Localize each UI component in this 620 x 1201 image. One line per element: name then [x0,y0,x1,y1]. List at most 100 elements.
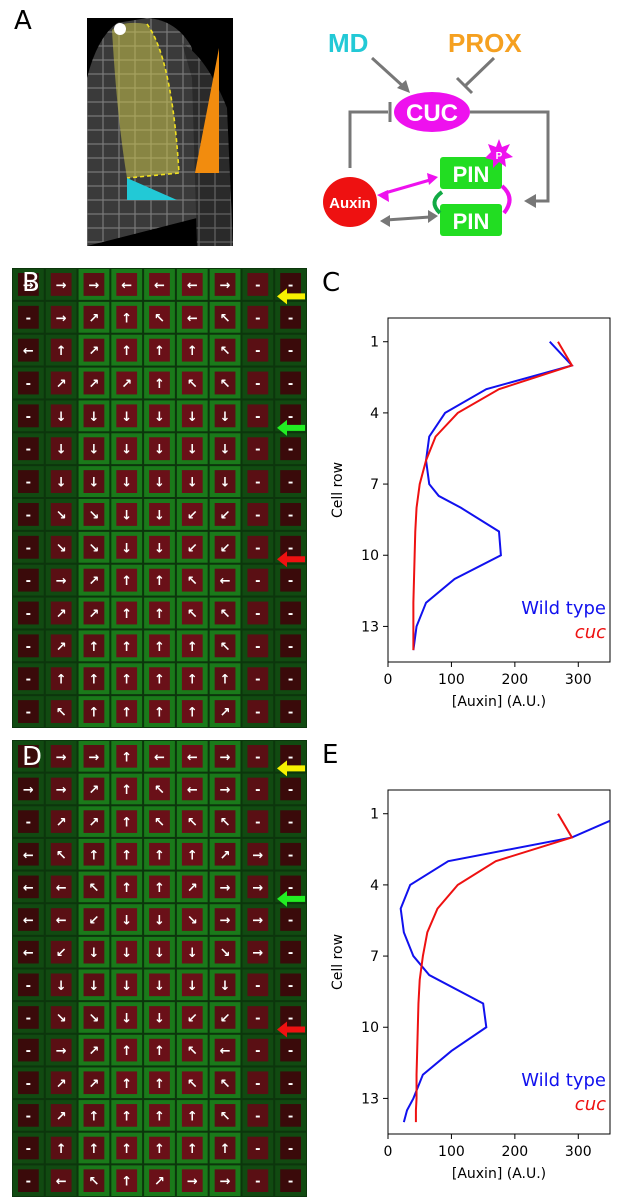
grid-b-flux-arrow: - [288,410,293,425]
grid-b-flux-arrow: ↖ [220,640,231,655]
grid-b-cell: - [242,564,274,596]
grid-b-flux-arrow: ↑ [154,706,165,721]
grid-b-cell: - [275,301,306,333]
grid-d-flux-arrow: ↖ [88,881,99,896]
green-indicator-arrow [277,890,305,907]
leaf-primordium-micrograph [87,18,233,246]
grid-d-flux-arrow: ← [154,750,165,765]
regulatory-network-diagram: MD PROX CUC Auxin PIN PIN P [300,20,600,249]
prox-gradient-triangle [195,48,219,173]
grid-d-cell: ↓ [45,969,77,1001]
grid-b-flux-arrow: ← [220,574,231,589]
grid-d-flux-arrow: ↑ [154,881,165,896]
grid-b-flux-arrow: → [88,278,99,293]
grid-b-flux-arrow: ↓ [121,410,132,425]
grid-d-cell: - [275,1100,306,1131]
grid-b-flux-arrow: ← [23,344,34,359]
grid-d-cell: - [242,1165,274,1196]
grid-d-cell: ↑ [78,838,110,870]
dashed-boundary [126,23,180,179]
grid-d-flux-arrow: ↘ [187,914,198,929]
grid-d-flux-arrow: → [220,914,231,929]
grid-d-cell: ← [13,904,44,935]
grid-d-flux-arrow: ↓ [56,979,67,994]
grid-d-flux-arrow: ↑ [121,1044,132,1059]
grid-d-cell: ↑ [144,871,175,903]
grid-b-flux-arrow: ↘ [56,541,67,556]
grid-d-flux-arrow: ↓ [121,1011,132,1026]
chart-c-xtick-label: 200 [501,672,528,688]
grid-d-cell: ↖ [209,1100,241,1131]
grid-d-cell: → [209,773,241,805]
grid-b-cell: - [275,367,306,399]
grid-d-flux-arrow: ↓ [88,946,99,961]
grid-d-flux-arrow: - [26,816,31,831]
grid-b-flux-arrow: ↓ [121,443,132,458]
grid-b-flux-arrow: - [255,574,260,589]
grid-b-cell: - [242,334,274,366]
grid-b-flux-arrow: ↗ [88,377,99,392]
grid-d-cell: ↓ [144,936,175,968]
pin-auxin-arrowhead-right [428,210,438,223]
grid-b-flux-arrow: - [288,607,293,622]
grid-d-cell: → [242,904,274,935]
grid-d-cell: → [78,741,110,772]
grid-b-flux-arrow: - [255,344,260,359]
grid-d-cell: ↖ [176,806,208,837]
grid-d-cell: ↖ [209,806,241,837]
grid-d-cell: ↖ [78,1165,110,1196]
grid-b-cell: ↘ [78,499,110,530]
grid-d-flux-arrow: ↓ [88,979,99,994]
chart-c-xtick-label: 100 [438,672,465,688]
grid-b-cell: → [209,269,241,300]
grid-b-cell: ↓ [176,466,208,497]
grid-d-flux-arrow: ↑ [121,1175,132,1190]
grid-b-flux-arrow: - [288,706,293,721]
grid-b-flux-arrow: ← [154,278,165,293]
grid-d-flux-arrow: - [26,979,31,994]
cuc-label: CUC [406,100,458,127]
grid-d-cell: ↖ [176,1034,208,1066]
chart-e-ytick-label: 1 [370,807,379,823]
grid-b-flux-arrow: ↖ [187,607,198,622]
grid-d-cell: → [45,773,77,805]
grid-b-flux-arrow: ↑ [154,574,165,589]
grid-d-flux-arrow: ↗ [154,1175,165,1190]
grid-d-flux-arrow: - [255,1044,260,1059]
grid-d-flux-arrow: - [255,1011,260,1026]
grid-d-cell: ↑ [176,1100,208,1131]
grid-b-flux-arrow: ↗ [88,574,99,589]
grid-d-cell: - [242,1100,274,1131]
grid-d-cell: - [13,969,44,1001]
grid-b-cell: - [275,696,306,727]
chart-e-xtick-label: 300 [565,1144,592,1160]
grid-b-cell: ↑ [176,696,208,727]
grid-d-flux-arrow: ← [23,881,34,896]
grid-d-flux-arrow: - [288,783,293,798]
grid-d-flux-arrow: ← [23,914,34,929]
grid-d-flux-arrow: ← [56,1175,67,1190]
grid-b-cell: ↙ [176,499,208,530]
grid-d-flux-arrow: - [288,1109,293,1124]
grid-d-flux-arrow: → [220,881,231,896]
grid-d-flux-arrow: ↙ [56,946,67,961]
grid-b-flux-arrow: ← [187,278,198,293]
grid-b-flux-arrow: - [255,278,260,293]
grid-d-flux-arrow: ↙ [187,1011,198,1026]
grid-b-cell: ↓ [209,400,241,432]
grid-d-flux-arrow: ↖ [56,848,67,863]
grid-b-flux-arrow: ↓ [56,443,67,458]
grid-b-cell: ↗ [78,334,110,366]
grid-d-flux-arrow: - [288,979,293,994]
grid-d-flux-arrow: - [288,1077,293,1092]
grid-b-cell: ↓ [144,499,175,530]
chart-c-series-wild-type [412,341,574,651]
grid-b-flux-arrow: ↑ [88,673,99,688]
grid-d-cell: - [242,741,274,772]
grid-b-cell: ↑ [144,367,175,399]
grid-b-flux-arrow: ↑ [154,673,165,688]
grid-b-cell: ↓ [111,400,143,432]
grid-d-cell: → [209,871,241,903]
grid-d-cell: ← [45,1165,77,1196]
chart-c-xlabel: [Auxin] (A.U.) [452,694,546,710]
